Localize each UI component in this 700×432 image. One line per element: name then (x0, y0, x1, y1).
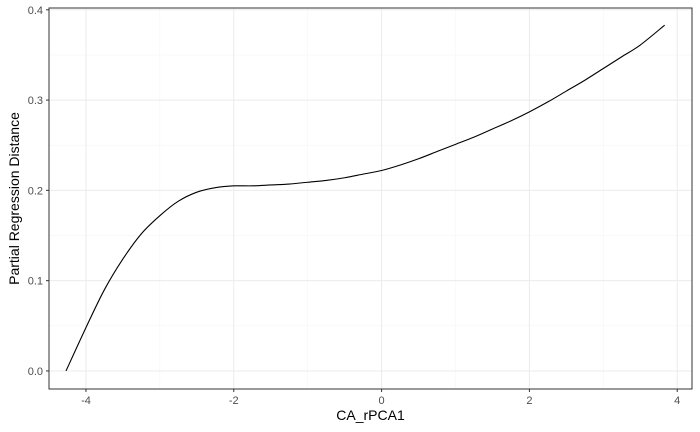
x-tick-label: 0 (379, 395, 385, 407)
x-axis-ticks: -4 -2 0 2 4 (81, 389, 680, 407)
panel-border (48, 7, 693, 390)
x-tick-label: 4 (674, 395, 680, 407)
y-tick-label: 0.1 (28, 276, 43, 288)
y-tick-label: 0.0 (28, 366, 43, 378)
minor-grid (49, 8, 692, 389)
y-tick-label: 0.3 (28, 95, 43, 107)
x-tick-label: -2 (229, 395, 239, 407)
y-tick-label: 0.2 (28, 185, 43, 197)
x-tick-label: 2 (526, 395, 532, 407)
series-line (65, 24, 665, 372)
y-tick-label: 0.4 (28, 5, 43, 17)
x-tick-label: -4 (81, 395, 91, 407)
y-axis-title: Partial Regression Distance (6, 112, 22, 285)
x-axis-title: CA_rPCA1 (336, 407, 405, 423)
major-grid (49, 8, 692, 389)
y-axis-ticks: 0.0 0.1 0.2 0.3 0.4 (28, 5, 49, 378)
